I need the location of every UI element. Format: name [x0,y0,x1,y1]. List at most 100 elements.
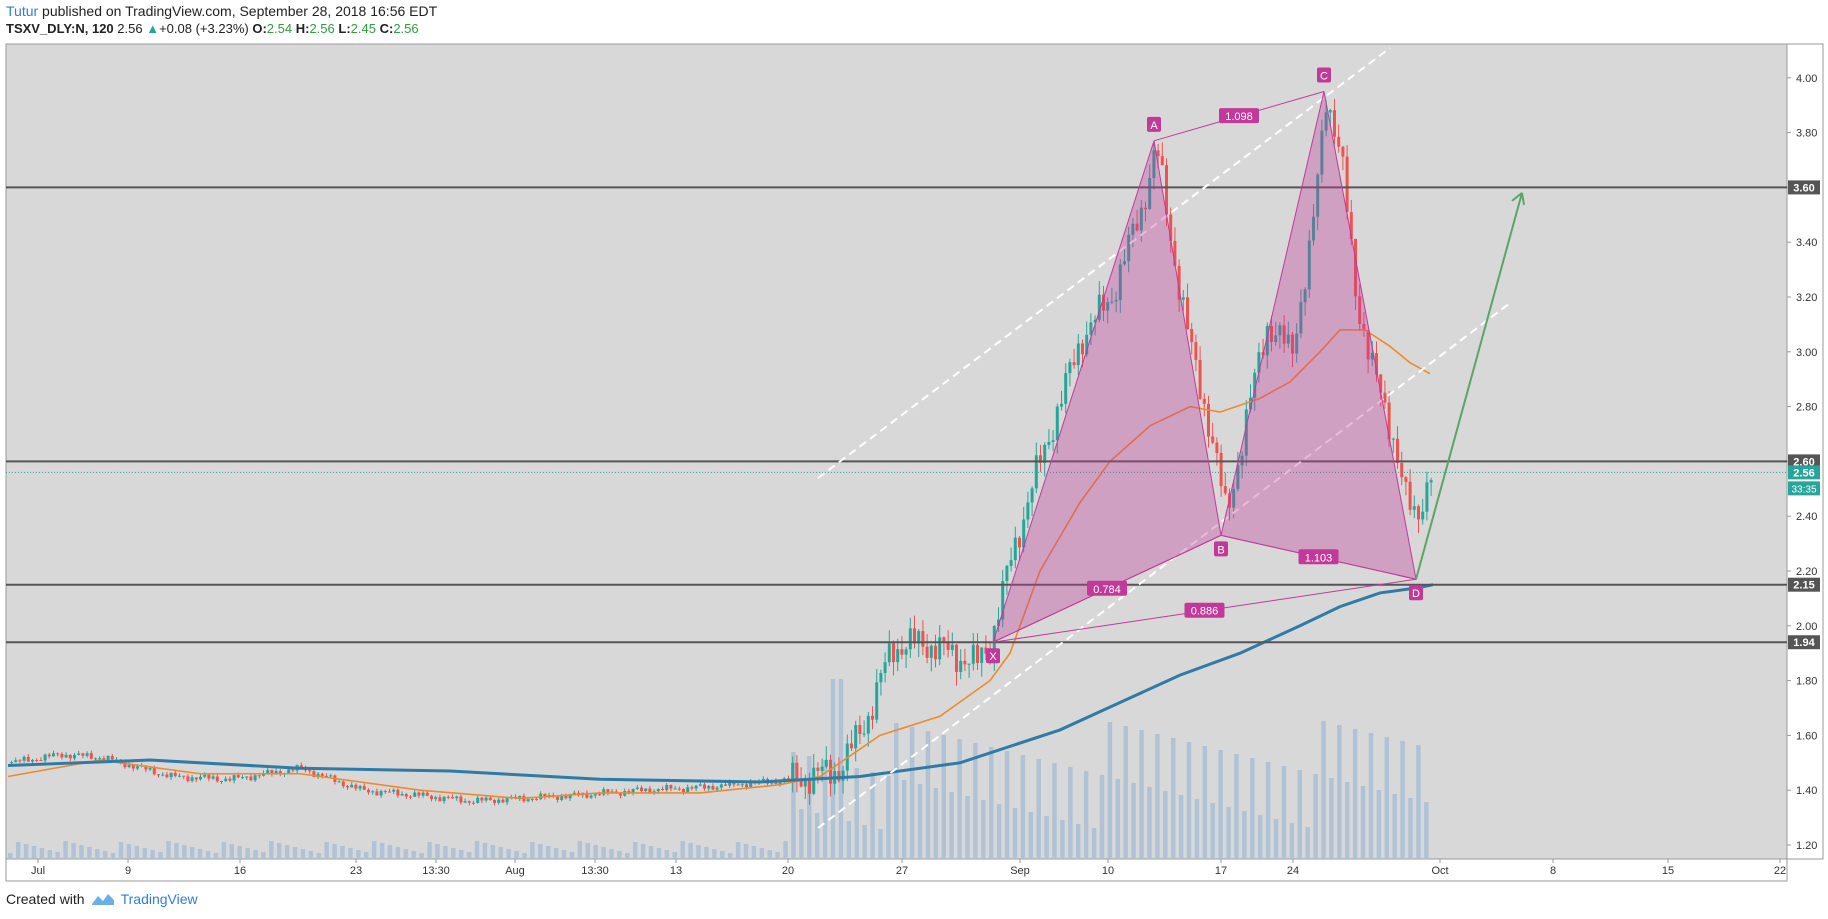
volume-bar [522,853,527,859]
candle-body [39,759,43,761]
ratio-tag [1298,549,1339,565]
candle-body [68,754,72,759]
volume-bar [814,813,820,859]
candle-body [379,791,383,796]
candle-body [661,789,664,791]
volume-bar [933,788,939,859]
level-price-label: 1.94 [1793,637,1815,649]
candle-body [224,778,228,781]
candle-body [1148,178,1152,210]
volume-bar [1234,754,1239,859]
candle-body [94,758,97,760]
volume-bar [379,843,385,859]
volume-bar [720,851,725,859]
y-tick-label: 3.20 [1796,292,1817,304]
author-link[interactable]: Tutur [6,3,39,19]
candle-body [1030,488,1034,503]
candle-body [274,771,278,774]
x-tick-label: Jul [31,865,45,877]
ratio-tag [1184,602,1225,618]
candle-body [64,754,68,758]
candle-body [493,799,496,803]
candle-body [60,753,64,758]
candle-body [799,780,803,787]
candle-body [627,791,631,793]
candle-body [1236,465,1240,489]
y-tick-label: 1.20 [1796,840,1817,852]
volume-bar [585,843,591,859]
candle-body [761,778,765,781]
candle-body [56,753,60,755]
candle-body [446,796,450,798]
volume-bar [490,845,496,859]
candle-body [1114,300,1118,302]
price-axis [1786,43,1824,860]
candle-body [26,756,30,762]
volume-bar [1060,820,1065,859]
volume-bar [189,847,195,859]
pattern-point-label: X [989,651,997,663]
volume-bar [838,679,844,859]
candle-body [1320,130,1324,175]
volume-bar [1400,741,1405,859]
volume-bar [55,852,60,859]
candle-body [1215,442,1219,454]
candle-body [346,786,349,788]
candle-body [1375,353,1378,375]
volume-bar [269,841,274,859]
volume-bar [704,847,709,859]
candle-body [740,784,744,786]
candle-body [1022,519,1026,548]
candle-body [1043,444,1047,464]
volume-bar [1202,746,1208,859]
candle-body [816,767,820,771]
volume-bar [316,853,322,859]
candle-body [938,637,942,660]
volume-bar [894,723,899,859]
candle-body [451,797,454,799]
candle-body [997,619,1000,626]
candle-body [211,776,215,779]
volume-bar [553,848,559,859]
volume-bar [221,842,227,859]
footer: Created with TradingView [6,891,198,907]
volume-bar [1178,795,1184,859]
candle-body [308,770,312,772]
candle-body [955,644,958,672]
candle-body [850,743,853,749]
candle-body [1009,560,1013,566]
volume-bar [1004,751,1010,859]
volume-bar [411,851,416,859]
publish-text: published on TradingView.com, September … [42,3,438,19]
candle-body [1417,506,1420,520]
volume-bar [601,847,606,859]
volume-bar [751,846,757,859]
candle-body [106,755,110,761]
candle-body [745,784,748,788]
volume-bar [332,844,337,859]
candle-body [518,795,522,799]
level-price-label: 2.15 [1793,580,1814,592]
y-tick-label: 2.80 [1796,402,1817,414]
candle-body [1211,436,1215,443]
x-tick-label: Sep [1010,865,1030,877]
candle-body [1408,481,1412,510]
candle-body [173,772,177,776]
candle-body [690,787,694,789]
candle-body [1400,462,1404,478]
candle-body [644,788,648,791]
candle-body [648,788,652,794]
candle-body [724,784,727,786]
candle-body [896,649,900,663]
tradingview-link[interactable]: TradingView [120,891,198,907]
volume-bar [79,845,84,859]
countdown-tag [1788,481,1820,496]
candle-body [325,775,328,777]
candle-body [1093,319,1097,323]
candle-body [1076,343,1080,366]
pattern-point-label: D [1412,588,1420,600]
candle-body [535,798,538,800]
volume-bar [807,756,812,859]
projection-arrowhead [1511,192,1525,206]
